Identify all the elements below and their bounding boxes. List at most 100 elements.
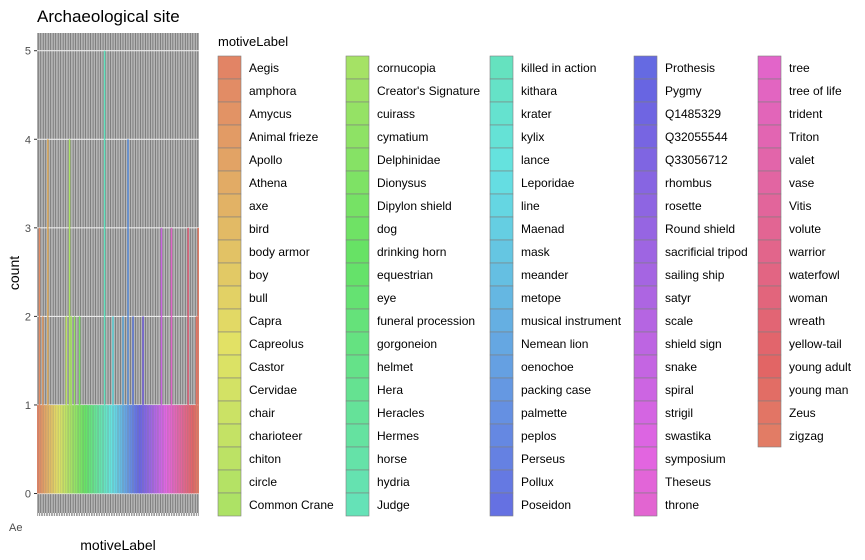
legend-key [217,124,242,149]
legend-key [217,193,242,218]
legend-label: cornucopia [377,61,436,75]
legend-key [489,400,514,425]
bar [174,404,176,494]
legend-label: Zeus [789,406,816,420]
legend-key [757,354,782,379]
legend-label: lance [521,153,550,167]
legend-label: chiton [249,452,281,466]
legend-label: peplos [521,429,556,443]
legend-key [633,147,658,172]
legend-label: rosette [665,199,702,213]
y-tick-label: 2 [25,311,31,323]
legend-label: krater [521,107,552,121]
legend-label: swastika [665,429,711,443]
bar [82,404,84,494]
legend-key [345,147,370,172]
legend-key [757,170,782,195]
legend-key [489,262,514,287]
bar [112,316,114,494]
bar [118,404,121,494]
legend-key [757,239,782,264]
legend-label: musical instrument [521,314,622,328]
legend-label: funeral procession [377,314,475,328]
legend-label: oenochoe [521,360,574,374]
legend-key [345,170,370,195]
bar [47,139,49,494]
legend-key [757,308,782,333]
bar [120,404,123,494]
legend-label: vase [789,176,815,190]
bar [107,404,109,494]
bar [113,404,116,494]
legend-label: Nemean lion [521,337,588,351]
bar [140,404,143,494]
legend-label: Q32055544 [665,130,728,144]
bar [105,404,108,494]
y-tick-label: 1 [25,400,31,412]
x-tick-label: Ae [9,522,22,534]
bar [147,404,149,494]
legend-label: valet [789,153,815,167]
legend-key [217,170,242,195]
bar [128,404,131,494]
legend-label: yellow-tail [789,337,842,351]
legend-label: killed in action [521,61,596,75]
bar [43,404,46,494]
legend-label: Hermes [377,429,419,443]
legend-label: line [521,199,540,213]
bar [185,404,188,494]
legend-label: hydria [377,475,410,489]
legend-key [345,78,370,103]
legend-key [489,216,514,241]
legend-key [345,400,370,425]
y-tick-label: 4 [25,134,31,146]
bar [184,404,186,494]
legend-key [489,239,514,264]
bar [162,404,164,494]
bar [132,316,134,494]
legend-label: Capra [249,314,282,328]
bar [123,404,126,494]
legend-key [489,354,514,379]
legend-key [757,193,782,218]
legend-label: Amycus [249,107,292,121]
legend-key [345,354,370,379]
legend-key [345,239,370,264]
legend-label: Perseus [521,452,565,466]
legend-key [489,55,514,80]
legend-key [217,308,242,333]
legend-key [345,377,370,402]
bar [177,404,179,494]
bar [38,227,41,494]
bar [130,404,133,494]
legend-key [489,285,514,310]
legend-label: Cervidae [249,383,297,397]
legend-label: young man [789,383,848,397]
legend-label: Theseus [665,475,711,489]
legend-key [217,262,242,287]
bar [60,404,62,494]
bar [115,404,118,494]
legend-key [489,469,514,494]
legend-key [633,331,658,356]
legend-key [345,124,370,149]
legend-label: kylix [521,130,544,144]
legend-label: mask [521,245,551,259]
legend-label: boy [249,268,268,282]
legend-key [633,400,658,425]
legend-key [489,124,514,149]
bar [194,404,196,494]
y-axis: 0 1 2 3 4 5 [25,46,37,501]
legend-label: Athena [249,176,287,190]
legend-key [633,377,658,402]
legend-key [217,423,242,448]
bar [52,404,54,494]
legend-key [217,147,242,172]
legend-label: Judge [377,498,410,512]
legend-key [217,216,242,241]
legend-key [633,423,658,448]
bar [150,404,153,494]
legend-label: wreath [788,314,825,328]
legend-key [633,285,658,310]
